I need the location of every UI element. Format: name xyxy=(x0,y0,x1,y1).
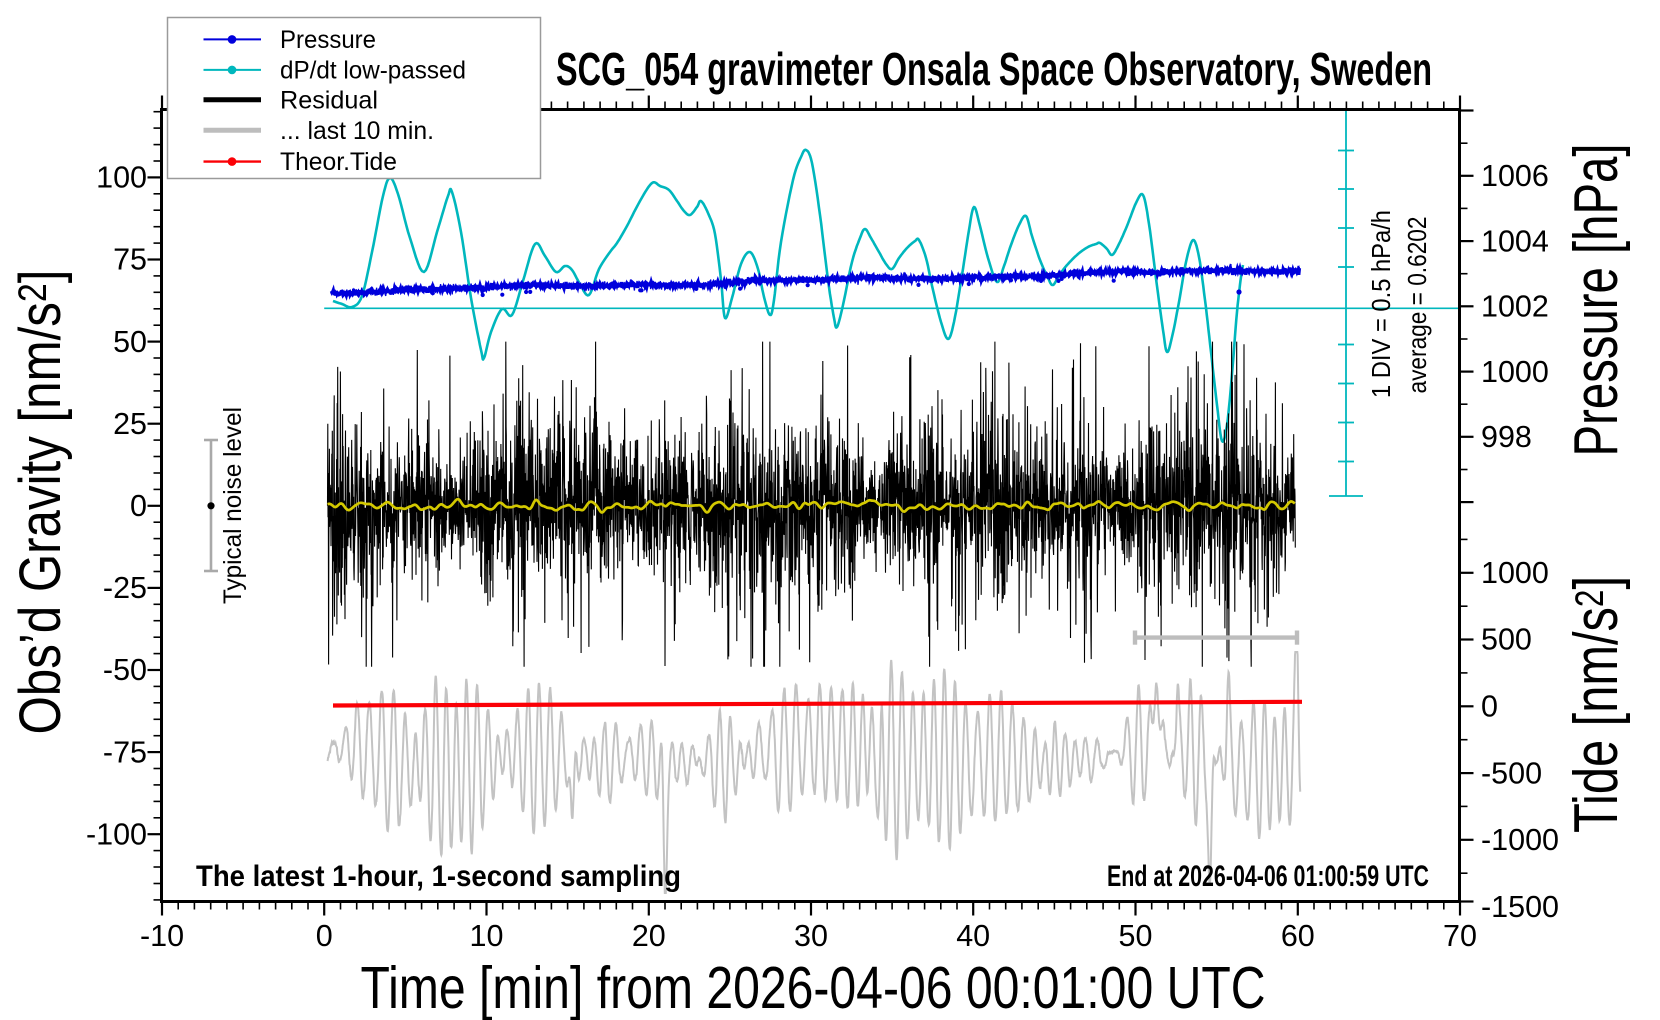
svg-text:End at 2026-04-06 01:00:59 UTC: End at 2026-04-06 01:00:59 UTC xyxy=(1107,860,1429,893)
svg-text:Pressure: Pressure xyxy=(280,26,376,54)
svg-text:Tide [nm/s2]: Tide [nm/s2] xyxy=(1562,576,1631,833)
svg-text:30: 30 xyxy=(794,919,828,953)
svg-text:500: 500 xyxy=(1481,623,1532,657)
svg-text:20: 20 xyxy=(632,919,666,953)
svg-text:SCG_054 gravimeter Onsala Spac: SCG_054 gravimeter Onsala Space Observat… xyxy=(556,43,1432,95)
svg-text:-10: -10 xyxy=(140,919,184,953)
svg-text:Pressure [hPa]: Pressure [hPa] xyxy=(1562,144,1631,457)
svg-text:Typical noise level: Typical noise level xyxy=(219,407,247,604)
svg-text:1004: 1004 xyxy=(1481,224,1549,258)
svg-text:-500: -500 xyxy=(1481,756,1542,790)
svg-text:0: 0 xyxy=(316,919,333,953)
svg-text:0: 0 xyxy=(130,489,147,523)
svg-text:1006: 1006 xyxy=(1481,159,1549,193)
svg-text:average = 0.6202: average = 0.6202 xyxy=(1402,217,1432,394)
svg-text:-1000: -1000 xyxy=(1481,823,1559,857)
svg-text:... last 10 min.: ... last 10 min. xyxy=(280,117,434,145)
svg-text:1000: 1000 xyxy=(1481,556,1549,590)
svg-text:dP/dt low-passed: dP/dt low-passed xyxy=(280,57,466,85)
svg-text:10: 10 xyxy=(470,919,504,953)
svg-text:50: 50 xyxy=(1119,919,1153,953)
svg-text:70: 70 xyxy=(1443,919,1477,953)
svg-text:50: 50 xyxy=(113,325,147,359)
svg-text:100: 100 xyxy=(96,161,147,195)
svg-text:The latest 1-hour, 1-second sa: The latest 1-hour, 1-second sampling xyxy=(196,860,681,893)
svg-text:1 DIV = 0.5 hPa/h: 1 DIV = 0.5 hPa/h xyxy=(1366,210,1396,398)
svg-text:75: 75 xyxy=(113,243,147,277)
svg-text:Theor.Tide: Theor.Tide xyxy=(280,148,397,176)
svg-text:Residual: Residual xyxy=(280,86,378,114)
svg-text:Obs’d Gravity [nm/s2]: Obs’d Gravity [nm/s2] xyxy=(8,270,73,735)
svg-text:-25: -25 xyxy=(103,571,147,605)
svg-text:-1500: -1500 xyxy=(1481,890,1559,924)
svg-text:-100: -100 xyxy=(86,817,147,851)
svg-text:1002: 1002 xyxy=(1481,290,1549,324)
svg-text:1000: 1000 xyxy=(1481,355,1549,389)
svg-text:0: 0 xyxy=(1481,690,1498,724)
svg-text:25: 25 xyxy=(113,407,147,441)
svg-text:-75: -75 xyxy=(103,735,147,769)
svg-text:-50: -50 xyxy=(103,653,147,687)
svg-text:40: 40 xyxy=(956,919,990,953)
svg-text:60: 60 xyxy=(1281,919,1315,953)
svg-text:Time [min] from 2026-04-06 00:: Time [min] from 2026-04-06 00:01:00 UTC xyxy=(361,955,1266,1020)
svg-text:998: 998 xyxy=(1481,420,1532,454)
